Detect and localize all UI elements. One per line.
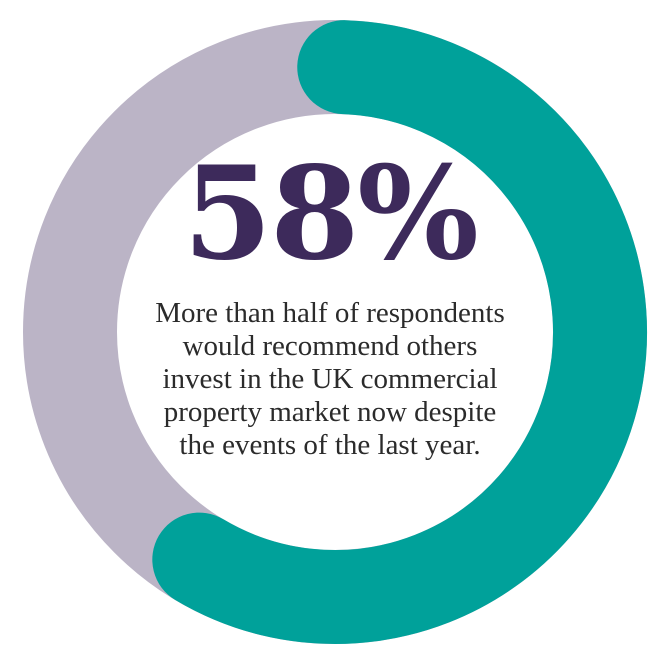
description-line: property market now despite — [163, 396, 497, 428]
description-line: would recommend others — [182, 330, 478, 362]
description-text: More than half of respondents would reco… — [110, 297, 550, 462]
description-line: invest in the UK commercial — [162, 363, 498, 395]
description-line: the events of the last year. — [179, 429, 481, 461]
percentage-value: 58% — [183, 139, 479, 289]
description-line: More than half of respondents — [155, 297, 505, 329]
donut-segment-58-percent — [152, 20, 647, 644]
